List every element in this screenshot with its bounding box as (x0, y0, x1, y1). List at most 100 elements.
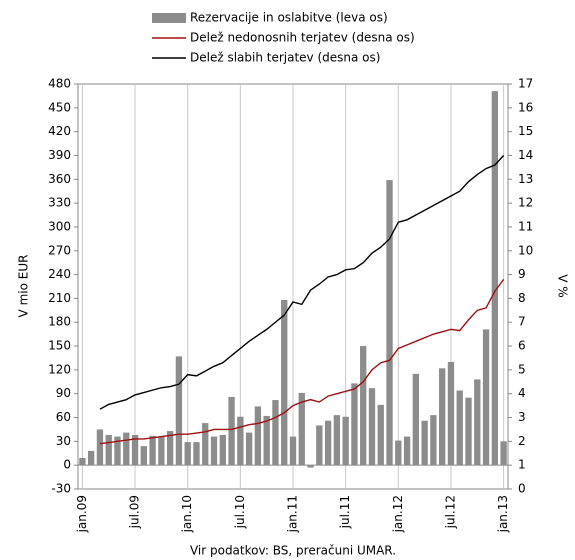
line (99, 154, 505, 410)
bar (377, 404, 384, 466)
y-tick-label: 270 (48, 243, 71, 257)
bar (166, 431, 174, 466)
x-tick-label: jan.12 (391, 495, 405, 533)
bar (421, 420, 428, 466)
x-tick-label: jan.13 (496, 495, 510, 533)
bar (96, 429, 104, 466)
bar (149, 435, 156, 466)
line (99, 278, 505, 445)
y2-tick-label: 9 (518, 267, 526, 281)
bar (219, 435, 226, 466)
bar (184, 442, 191, 466)
bar (210, 436, 218, 466)
bar (105, 435, 112, 466)
y2-tick-label: 17 (518, 77, 533, 91)
bar (237, 416, 244, 466)
bar (298, 392, 305, 466)
y-tick-label: 450 (48, 100, 71, 114)
bar (447, 361, 455, 466)
y-tick-label: 30 (56, 434, 71, 448)
bar (254, 406, 262, 466)
y-tick-label: 60 (56, 410, 71, 424)
y-tick-label: 210 (48, 291, 71, 305)
legend-label: Delež nedonosnih terjatev (desna os) (190, 31, 415, 45)
y-tick-label: 120 (48, 362, 71, 376)
y2-tick-label: 4 (518, 386, 526, 400)
bar (395, 440, 402, 466)
bar (131, 435, 139, 466)
bar (228, 396, 235, 466)
bar (368, 388, 376, 466)
y-axis-label: V mio EUR (17, 255, 31, 318)
bar (245, 432, 253, 466)
y2-tick-label: 3 (518, 410, 526, 424)
y2-tick-label: 13 (518, 172, 533, 186)
y2-tick-label: 1 (518, 458, 526, 472)
x-tick-label: jul.12 (443, 495, 457, 529)
y-tick-label: 90 (56, 386, 71, 400)
legend-label: Delež slabih terjatev (desna os) (190, 51, 380, 65)
x-tick-label: jan.10 (180, 495, 194, 533)
x-tick-label: jul.09 (128, 495, 142, 529)
y-tick-label: 480 (48, 77, 71, 91)
bar (289, 436, 297, 466)
y-tick-label: 150 (48, 339, 71, 353)
bar (193, 442, 200, 466)
bar (307, 465, 314, 468)
bar (351, 383, 358, 466)
x-tick-label: jan.09 (75, 495, 89, 533)
bar (333, 415, 341, 466)
bar (202, 423, 209, 466)
bar (114, 436, 121, 466)
bar (79, 458, 86, 466)
y-tick-label: 180 (48, 315, 71, 329)
bar (316, 425, 323, 466)
y-tick-label: 360 (48, 172, 71, 186)
bar (88, 450, 95, 466)
y2-tick-label: 8 (518, 291, 526, 305)
y-tick-label: 390 (48, 148, 71, 162)
y-tick-label: 330 (48, 196, 71, 210)
bar (360, 346, 367, 466)
y2-tick-label: 5 (518, 362, 526, 376)
y-tick-label: 420 (48, 124, 71, 138)
bar (158, 436, 165, 466)
bar (403, 436, 411, 466)
y2-tick-label: 16 (518, 100, 533, 114)
y-tick-label: 240 (48, 267, 71, 281)
y-tick-label: -30 (51, 482, 71, 496)
bar (482, 329, 490, 466)
y2-tick-label: 14 (518, 148, 533, 162)
source-note: Vir podatkov: BS, preračuni UMAR. (190, 544, 396, 558)
y2-tick-label: 15 (518, 124, 533, 138)
x-tick-label: jan.11 (286, 495, 300, 533)
legend-label: Rezervacije in oslabitve (leva os) (190, 11, 388, 25)
y2-tick-label: 12 (518, 196, 533, 210)
legend-swatch (152, 13, 186, 23)
bar (342, 416, 349, 466)
bar (272, 400, 279, 466)
bar (386, 180, 393, 466)
y-tick-label: 0 (63, 458, 71, 472)
y2-tick-label: 11 (518, 219, 533, 233)
y-tick-label: 300 (48, 219, 71, 233)
y2-tick-label: 6 (518, 339, 526, 353)
bar (175, 356, 183, 466)
y2-tick-label: 10 (518, 243, 533, 257)
bar (439, 368, 446, 466)
x-tick-label: jul.11 (338, 495, 352, 529)
y2-tick-label: 2 (518, 434, 526, 448)
bar (263, 415, 270, 466)
bar (474, 379, 481, 466)
bar (491, 91, 498, 466)
bar (281, 300, 288, 466)
bar (430, 415, 437, 466)
bar (123, 432, 130, 466)
bar (412, 373, 420, 466)
y2-tick-label: 0 (518, 482, 526, 496)
bar (500, 441, 507, 466)
bar (465, 397, 472, 466)
y2-axis-label: V % (556, 274, 570, 297)
bar (324, 420, 332, 466)
y2-tick-label: 7 (518, 315, 526, 329)
